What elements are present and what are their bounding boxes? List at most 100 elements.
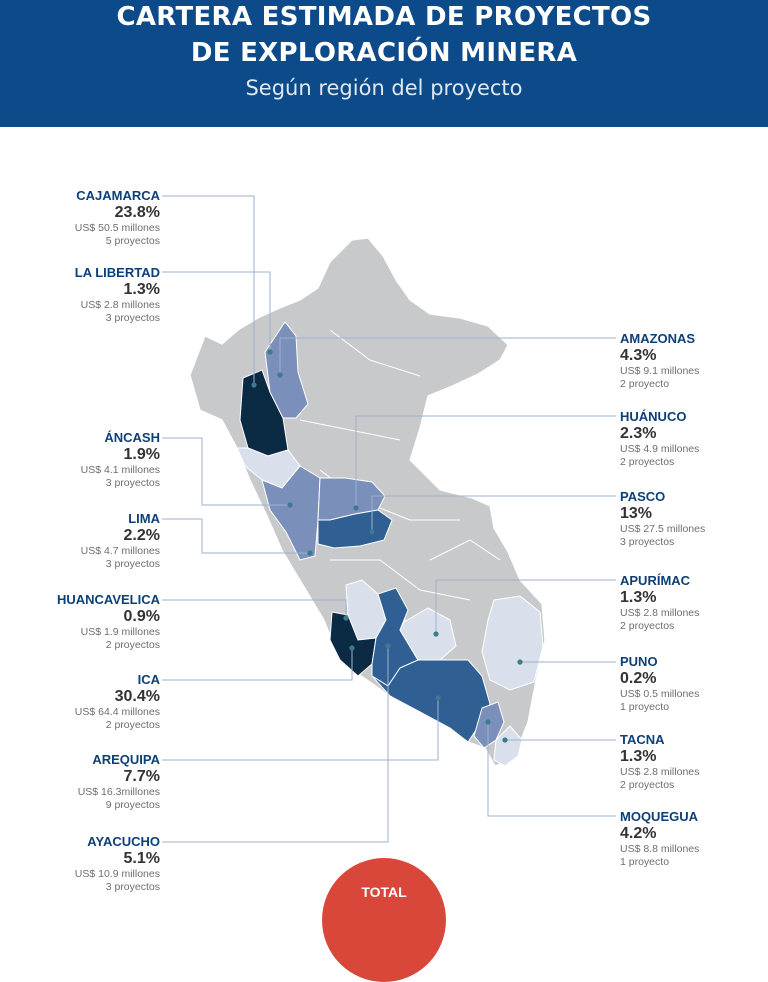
region-percentage: 1.3% xyxy=(123,281,160,298)
region-projects: 9 proyectos xyxy=(105,799,160,811)
label-apurimac: APURÍMAC 1.3% US$ 2.8 millones 2 proyect… xyxy=(620,573,768,633)
region-amount: US$ 4.1 millones xyxy=(80,464,160,476)
dot-apurimac xyxy=(433,631,439,637)
region-projects: 3 proyectos xyxy=(105,477,160,489)
dot-ica xyxy=(349,645,355,651)
region-name: AREQUIPA xyxy=(92,752,160,767)
header-banner: CARTERA ESTIMADA DE PROYECTOS DE EXPLORA… xyxy=(0,0,768,127)
label-amazonas: AMAZONAS 4.3% US$ 9.1 millones 2 proyect… xyxy=(620,331,768,391)
region-percentage: 7.7% xyxy=(123,768,160,785)
region-amount: US$ 0.5 millones xyxy=(620,688,700,700)
region-amount: US$ 8.8 millones xyxy=(620,843,700,855)
region-name: CAJAMARCA xyxy=(76,188,160,203)
region-puno xyxy=(481,595,544,691)
region-amount: US$ 2.8 millones xyxy=(620,766,700,778)
region-percentage: 2.3% xyxy=(620,425,657,442)
total-label: TOTAL xyxy=(361,884,407,900)
region-name: LA LIBERTAD xyxy=(74,265,160,280)
region-percentage: 4.3% xyxy=(620,347,657,364)
region-percentage: 23.8% xyxy=(114,204,160,221)
region-name: PASCO xyxy=(620,489,666,504)
dot-pasco xyxy=(369,529,375,535)
region-name: ICA xyxy=(137,672,160,687)
label-puno: PUNO 0.2% US$ 0.5 millones 1 proyecto xyxy=(620,654,768,714)
dot-cajamarca xyxy=(251,382,257,388)
dot-ancash xyxy=(287,502,293,508)
region-name: MOQUEGUA xyxy=(620,809,698,824)
region-percentage: 5.1% xyxy=(123,850,160,867)
dot-puno xyxy=(517,659,523,665)
dot-moquegua xyxy=(485,719,491,725)
region-percentage: 1.3% xyxy=(620,589,657,606)
dot-huancavelica xyxy=(343,615,349,621)
label-cajamarca: CAJAMARCA 23.8% US$ 50.5 millones 5 proy… xyxy=(0,188,160,248)
region-percentage: 4.2% xyxy=(620,825,657,842)
dot-amazonas xyxy=(277,372,283,378)
label-pasco: PASCO 13% US$ 27.5 millones 3 proyectos xyxy=(620,489,768,549)
dot-lima xyxy=(307,550,313,556)
peru-map xyxy=(162,195,616,843)
region-arequipa xyxy=(371,659,491,743)
dot-arequipa xyxy=(435,695,441,701)
label-huanuco: HUÁNUCO 2.3% US$ 4.9 millones 2 proyecto… xyxy=(620,409,768,469)
label-la-libertad: LA LIBERTAD 1.3% US$ 2.8 millones 3 proy… xyxy=(0,265,160,325)
dot-ayacucho xyxy=(385,643,391,649)
page-subtitle: Según región del proyecto xyxy=(245,76,523,100)
region-percentage: 2.2% xyxy=(123,527,160,544)
label-arequipa: AREQUIPA 7.7% US$ 16.3millones 9 proyect… xyxy=(0,752,160,812)
region-amount: US$ 2.8 millones xyxy=(620,607,700,619)
region-projects: 5 proyectos xyxy=(105,235,160,247)
region-name: LIMA xyxy=(128,511,160,526)
region-projects: 2 proyecto xyxy=(620,378,670,390)
region-name: PUNO xyxy=(620,654,658,669)
region-amount: US$ 50.5 millones xyxy=(74,222,160,234)
region-percentage: 0.2% xyxy=(620,670,657,687)
region-la-libertad xyxy=(264,321,309,419)
region-projects: 1 proyecto xyxy=(620,701,670,713)
label-ayacucho: AYACUCHO 5.1% US$ 10.9 millones 3 proyec… xyxy=(0,834,160,894)
total-badge xyxy=(322,858,446,982)
region-projects: 2 proyectos xyxy=(105,719,160,731)
region-amount: US$ 4.7 millones xyxy=(80,545,160,557)
region-amount: US$ 16.3millones xyxy=(77,786,160,798)
region-percentage: 30.4% xyxy=(114,688,160,705)
dot-huanuco xyxy=(353,505,359,511)
region-amount: US$ 4.9 millones xyxy=(620,443,700,455)
region-tacna xyxy=(493,725,523,767)
label-tacna: TACNA 1.3% US$ 2.8 millones 2 proyectos xyxy=(620,732,768,792)
region-amount: US$ 27.5 millones xyxy=(620,523,706,535)
region-projects: 3 proyectos xyxy=(620,536,675,548)
region-amount: US$ 9.1 millones xyxy=(620,365,700,377)
region-pasco xyxy=(317,509,393,549)
region-name: TACNA xyxy=(620,732,665,747)
region-name: AYACUCHO xyxy=(87,834,160,849)
label-ancash: ÁNCASH 1.9% US$ 4.1 millones 3 proyectos xyxy=(0,430,160,490)
region-amount: US$ 64.4 millones xyxy=(74,706,160,718)
region-lima xyxy=(261,465,321,561)
label-moquegua: MOQUEGUA 4.2% US$ 8.8 millones 1 proyect… xyxy=(620,809,768,869)
region-name: AMAZONAS xyxy=(620,331,696,346)
page-title-line1: CARTERA ESTIMADA DE PROYECTOS xyxy=(116,2,652,32)
region-amount: US$ 1.9 millones xyxy=(80,626,160,638)
region-percentage: 1.3% xyxy=(620,748,657,765)
region-projects: 3 proyectos xyxy=(105,312,160,324)
region-amount: US$ 10.9 millones xyxy=(74,868,160,880)
page-title-line2: DE EXPLORACIÓN MINERA xyxy=(190,38,578,68)
region-projects: 3 proyectos xyxy=(105,881,160,893)
region-name: HUANCAVELICA xyxy=(56,592,160,607)
region-name: HUÁNUCO xyxy=(620,409,687,424)
region-projects: 2 proyectos xyxy=(620,620,675,632)
region-projects: 1 proyecto xyxy=(620,856,670,868)
region-apurimac xyxy=(399,607,457,661)
region-amount: US$ 2.8 millones xyxy=(80,299,160,311)
region-name: APURÍMAC xyxy=(620,573,691,588)
region-percentage: 13% xyxy=(620,505,653,522)
region-projects: 2 proyectos xyxy=(620,779,675,791)
region-dots xyxy=(251,349,523,743)
label-huancavelica: HUANCAVELICA 0.9% US$ 1.9 millones 2 pro… xyxy=(0,592,160,652)
dot-la-libertad xyxy=(267,349,273,355)
region-percentage: 0.9% xyxy=(123,608,160,625)
region-name: ÁNCASH xyxy=(104,430,160,445)
region-percentage: 1.9% xyxy=(123,446,160,463)
dot-tacna xyxy=(502,737,508,743)
